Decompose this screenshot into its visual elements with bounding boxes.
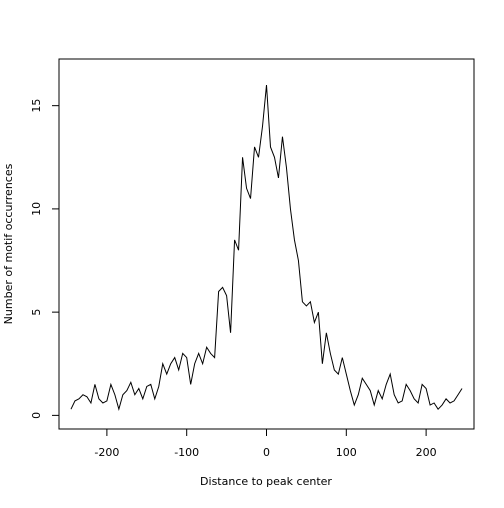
plot-box bbox=[58, 58, 475, 430]
y-tick-label: 10 bbox=[30, 202, 43, 216]
x-tick-label: 100 bbox=[336, 446, 357, 459]
y-tick-label: 15 bbox=[30, 99, 43, 113]
line bbox=[70, 84, 463, 412]
x-tick-label: 200 bbox=[416, 446, 437, 459]
x-axis-title: Distance to peak center bbox=[200, 475, 332, 488]
x-tick-label: -100 bbox=[174, 446, 199, 459]
x-tick-label: 0 bbox=[263, 446, 270, 459]
y-tick-label: 0 bbox=[30, 412, 43, 419]
x-tick-label: -200 bbox=[94, 446, 119, 459]
y-axis-title: Number of motif occurrences bbox=[2, 163, 15, 324]
y-tick-label: 5 bbox=[30, 309, 43, 316]
